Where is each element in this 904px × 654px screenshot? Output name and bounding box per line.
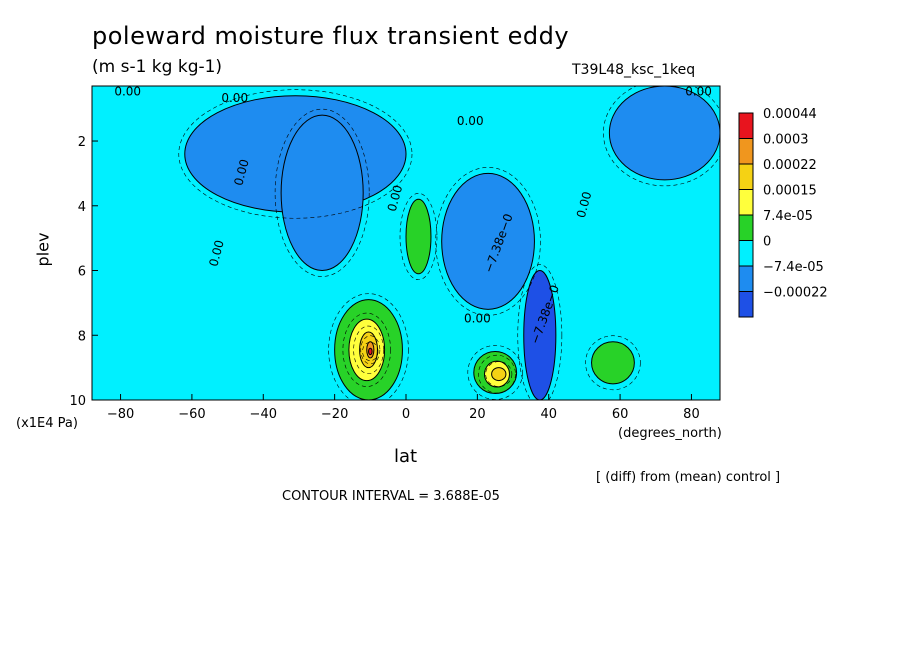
y-axis-units: (x1E4 Pa) — [16, 416, 78, 431]
contour-line-4 — [517, 264, 563, 400]
contour-line-0 — [178, 89, 413, 219]
contour-label: 0.00 — [114, 85, 141, 99]
contour-region-4 — [441, 172, 535, 310]
y-tick-label: 4 — [78, 200, 86, 215]
diff-note: [ (diff) from (mean) control ] — [596, 470, 781, 485]
contour-label: 0.00 — [385, 184, 405, 213]
x-tick-label: 20 — [469, 407, 486, 422]
contour-label: 0.00 — [231, 158, 251, 187]
legend-swatch — [738, 214, 754, 241]
plot-area: 0.00 0.000.000.000.000.000.00 0.000.00−7.3… — [69, 85, 721, 422]
legend-label: −0.00022 — [763, 286, 828, 301]
contour-line-8 — [360, 335, 381, 365]
run-id: T39L48_ksc_1keq — [572, 62, 696, 78]
contour-line-3 — [435, 167, 541, 316]
legend-swatch — [738, 163, 754, 190]
x-tick-label: 0 — [402, 407, 410, 422]
y-tick-label: 8 — [78, 329, 86, 344]
contour-label: 0.00 — [574, 190, 594, 219]
legend-swatch — [738, 138, 754, 165]
legend-label: 0.00015 — [763, 184, 817, 199]
contour-line-7 — [353, 325, 384, 374]
y-tick-label: 6 — [78, 265, 86, 280]
contour-region-15 — [591, 341, 635, 385]
contour-region-2 — [280, 114, 364, 272]
x-tick-label: 60 — [612, 407, 629, 422]
x-tick-label: 40 — [540, 407, 557, 422]
legend-label: 0.00044 — [763, 107, 817, 122]
x-tick-label: 80 — [683, 407, 700, 422]
contour-line-12 — [478, 354, 516, 394]
contour-interval: CONTOUR INTERVAL = 3.688E-05 — [282, 489, 500, 504]
x-tick-label: −60 — [178, 407, 205, 422]
contour-label: 0.00 — [464, 311, 491, 325]
contour-label: 0.00 — [685, 85, 712, 99]
x-axis-label: lat — [394, 446, 418, 467]
legend-swatch — [738, 291, 754, 318]
legend-swatch — [738, 240, 754, 267]
chart-units: (m s-1 kg kg-1) — [92, 57, 223, 77]
contour-line-6 — [342, 312, 391, 387]
contour-line-9 — [362, 341, 379, 361]
x-tick-label: −80 — [107, 407, 134, 422]
contour-region-10 — [368, 347, 373, 356]
legend-swatch — [738, 112, 754, 139]
contour-fill-group: 0.00 0.000.000.000.000.000.00 0.000.00−7.3… — [92, 85, 720, 400]
contour-region-3 — [608, 86, 720, 181]
legend-label: −7.4e-05 — [763, 260, 824, 275]
x-tick-label: −40 — [250, 407, 277, 422]
contour-region-11 — [405, 198, 432, 275]
x-axis-units: (degrees_north) — [618, 426, 722, 441]
legend-label: 0.00022 — [763, 158, 817, 173]
legend-label: 7.4e-05 — [763, 209, 813, 224]
contour-line-14 — [585, 335, 641, 391]
legend-swatch — [738, 265, 754, 292]
legend-label: 0 — [763, 235, 771, 250]
chart-title: poleward moisture flux transient eddy — [92, 22, 570, 50]
y-tick-label: 10 — [69, 394, 86, 409]
contour-line-13 — [485, 361, 513, 387]
contour-label: 0.00 — [206, 239, 226, 268]
contour-line-10 — [399, 192, 438, 281]
legend-label: 0.0003 — [763, 133, 809, 148]
y-tick-label: 2 — [78, 135, 86, 150]
color-legend: 0.00044 0.0003 0.00022 0.00015 7.4e-05 0 −7.4e… — [738, 107, 828, 318]
x-tick-label: −20 — [321, 407, 348, 422]
contour-region-14 — [491, 367, 507, 382]
contour-label: 0.00 — [221, 91, 248, 105]
contour-line-1 — [274, 108, 370, 277]
contour-label: 0.00 — [457, 114, 484, 128]
legend-swatch — [738, 189, 754, 216]
contour-line-5 — [328, 293, 409, 400]
